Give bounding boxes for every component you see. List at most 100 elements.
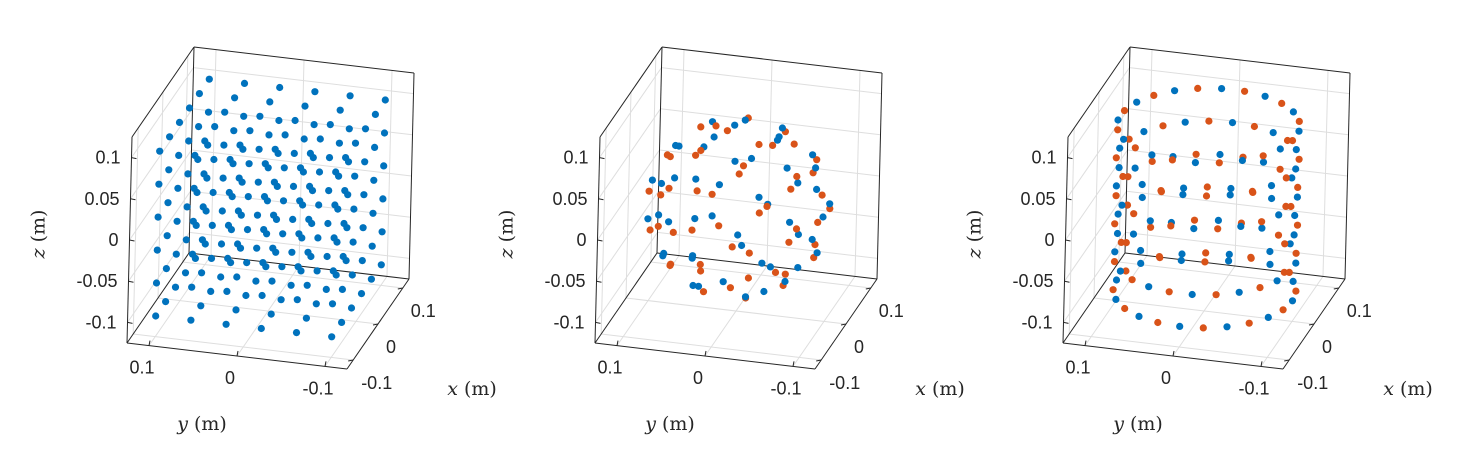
scatter-point-series-0: [812, 164, 820, 172]
scatter-point-series-0: [346, 92, 354, 100]
scatter-point-series-0: [240, 112, 248, 120]
gridline-x: [157, 91, 164, 299]
scatter-point-series-0: [265, 131, 273, 139]
scatter-point-series-0: [312, 300, 320, 308]
tick-mark-z: [1066, 198, 1072, 201]
scatter-point-series-1: [1202, 192, 1211, 200]
tick-label-z: -0.1: [85, 312, 116, 332]
scatter-point-series-0: [301, 102, 309, 110]
tick-label-x: 0: [1322, 337, 1332, 357]
scatter-point-series-0: [220, 141, 228, 149]
tick-mark-y: [1172, 350, 1175, 357]
scatter-point-series-0: [1291, 211, 1299, 220]
scatter-point-series-0: [268, 277, 276, 285]
scatter-point-series-0: [655, 211, 663, 219]
scatter-point-series-0: [303, 281, 311, 289]
scatter-point-series-0: [315, 168, 324, 176]
box-edge: [599, 46, 663, 138]
scatter-point-series-0: [1133, 98, 1141, 106]
scatter-point-series-0: [182, 236, 190, 244]
scatter-point-series-1: [787, 185, 795, 193]
tick-label-y: 0.1: [129, 358, 154, 378]
scatter-point-series-0: [217, 273, 225, 281]
scatter-point-series-0: [1112, 295, 1120, 303]
scatter-point-series-0: [329, 267, 337, 275]
scatter-point-series-1: [646, 226, 654, 234]
scatter-point-series-0: [1140, 128, 1148, 136]
scatter-point-series-0: [1223, 323, 1231, 331]
tick-mark-y: [324, 361, 327, 367]
scatter-point-series-0: [380, 129, 389, 137]
scatter-point-series-0: [339, 252, 347, 261]
x-axis-label: x (m): [1383, 378, 1433, 400]
scatter-point-series-1: [1122, 239, 1130, 247]
scatter-point-series-0: [296, 197, 304, 205]
scatter-point-series-1: [1203, 183, 1211, 191]
scatter-point-series-0: [1176, 322, 1184, 330]
scatter-point-series-0: [191, 151, 199, 159]
y-axis-label: y (m): [644, 413, 695, 435]
tick-mark-z: [598, 198, 604, 201]
scatter-point-series-1: [728, 243, 736, 251]
scatter-point-series-0: [1288, 174, 1296, 182]
scatter-point-series-0: [188, 250, 197, 258]
scatter-point-series-0: [185, 104, 194, 112]
y-axis-label: y (m): [176, 413, 227, 435]
scatter-point-series-0: [279, 197, 288, 205]
scatter-point-series-0: [349, 238, 357, 246]
scatter-point-series-0: [224, 254, 232, 262]
scatter-point-series-0: [1146, 217, 1154, 225]
scatter-point-series-0: [236, 141, 244, 149]
scatter-point-series-0: [288, 248, 296, 256]
scatter-point-series-0: [240, 79, 249, 87]
scatter-point-series-0: [1113, 229, 1122, 238]
scatter-point-series-0: [226, 155, 234, 164]
box-edge: [1067, 46, 1131, 138]
scatter-point-series-0: [1114, 210, 1122, 218]
scatter-point-series-0: [306, 149, 314, 157]
scatter-point-series-0: [276, 83, 284, 92]
scatter-point-series-0: [230, 127, 238, 135]
scatter-point-series-0: [1235, 288, 1243, 296]
scatter-point-series-0: [1288, 297, 1297, 305]
scatter-point-series-1: [1295, 155, 1303, 163]
scatter-point-series-0: [243, 259, 251, 267]
scatter-point-series-0: [1259, 158, 1268, 166]
scatter-point-series-0: [174, 184, 182, 192]
scatter-point-series-0: [1111, 248, 1119, 256]
tick-label-z: 0.05: [84, 189, 119, 209]
scatter-point-series-0: [259, 259, 267, 267]
scatter-point-series-0: [201, 137, 209, 145]
scatter-point-series-0: [381, 96, 389, 104]
scatter-point-series-0: [204, 108, 213, 116]
scatter-point-series-0: [198, 269, 206, 277]
scatter-point-series-0: [813, 249, 821, 257]
gridline-y: [236, 265, 300, 357]
scatter-point-series-0: [324, 219, 332, 228]
scatter-point-series-0: [689, 252, 697, 260]
scatter-point-series-0: [694, 282, 703, 290]
z-axis-label: z (m): [28, 210, 50, 260]
scatter-point-series-1: [715, 222, 723, 230]
scatter-point-series-0: [153, 246, 161, 254]
scatter-point-series-0: [328, 300, 337, 308]
scatter-point-series-0: [300, 135, 308, 143]
chart-cylinder: 0.10.050-0.05-0.10.10-0.10.10-0.1 x (m) …: [964, 46, 1433, 435]
scatter-point-series-0: [218, 207, 226, 215]
chart-cube: 0.10.050-0.05-0.10.10-0.10.10-0.1 x (m) …: [28, 46, 497, 435]
gridline-x: [600, 127, 607, 335]
scatter-point-series-1: [785, 238, 793, 246]
scatter-point-series-0: [1276, 145, 1284, 153]
scatter-point-series-0: [162, 298, 170, 306]
scatter-point-series-0: [368, 242, 376, 250]
scatter-point-series-1: [763, 202, 771, 210]
gridline-y: [324, 276, 388, 367]
scatter-point-series-1: [697, 146, 705, 155]
scatter-point-series-0: [302, 314, 310, 322]
scatter-point-series-0: [325, 154, 334, 162]
gridline-x: [182, 55, 189, 263]
scatter-point-series-1: [708, 190, 716, 198]
scatter-point-series-0: [279, 230, 287, 238]
scatter-point-series-1: [1155, 253, 1163, 261]
scatter-point-series-0: [731, 121, 739, 129]
